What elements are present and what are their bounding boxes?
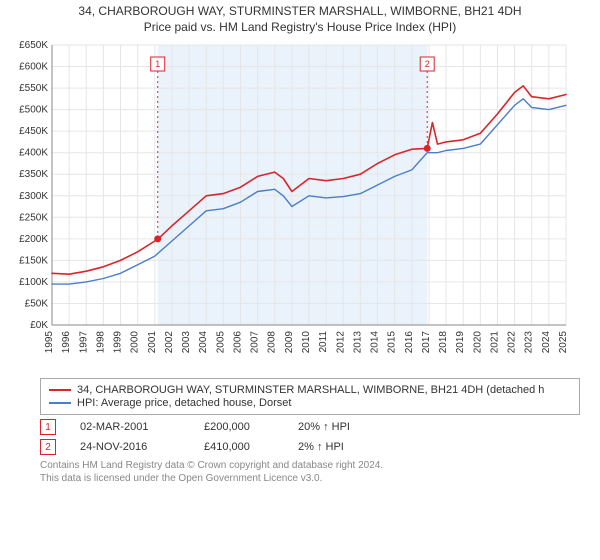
sale-delta: 2% ↑ HPI	[298, 441, 344, 453]
y-tick-label: £350K	[19, 169, 48, 180]
line-chart-svg: £0K £50K £100K £150K £200K £250K £300K £350K £40…	[10, 39, 570, 369]
y-tick-label: £200K	[19, 234, 48, 245]
x-tick-label: 2007	[250, 331, 261, 354]
sale-delta: 20% ↑ HPI	[298, 421, 350, 433]
x-tick-label: 2001	[147, 331, 158, 354]
sale-marker-badge: 1	[151, 57, 165, 71]
legend: 34, CHARBOROUGH WAY, STURMINSTER MARSHAL…	[40, 378, 580, 415]
highlight-band	[158, 45, 428, 325]
y-tick-label: £100K	[19, 277, 48, 288]
sale-price: £200,000	[204, 421, 274, 433]
y-tick-label: £250K	[19, 212, 48, 223]
x-tick-label: 2014	[370, 331, 381, 354]
y-tick-label: £600K	[19, 62, 48, 73]
x-tick-label: 2003	[181, 331, 192, 354]
chart-area: £0K £50K £100K £150K £200K £250K £300K £350K £40…	[0, 35, 600, 372]
x-tick-label: 2017	[421, 331, 432, 354]
legend-swatch	[49, 389, 71, 391]
x-tick-label: 2018	[438, 331, 449, 354]
x-tick-label: 2005	[215, 331, 226, 354]
y-tick-label: £50K	[25, 299, 49, 310]
chart-titles: 34, CHARBOROUGH WAY, STURMINSTER MARSHAL…	[0, 0, 600, 35]
sale-rows: 1 02-MAR-2001 £200,000 20% ↑ HPI 2 24-NO…	[40, 419, 580, 455]
x-tick-label: 2000	[130, 331, 141, 354]
x-tick-label: 2022	[507, 331, 518, 354]
x-tick-label: 1996	[61, 331, 72, 354]
x-tick-label: 2008	[267, 331, 278, 354]
attribution: Contains HM Land Registry data © Crown c…	[40, 459, 580, 485]
x-tick-label: 2025	[558, 331, 569, 354]
attribution-line: Contains HM Land Registry data © Crown c…	[40, 459, 580, 472]
arrow-up-icon: ↑	[323, 421, 329, 433]
y-tick-label: £300K	[19, 191, 48, 202]
sale-date: 02-MAR-2001	[80, 421, 180, 433]
x-tick-label: 2009	[284, 331, 295, 354]
sale-row: 2 24-NOV-2016 £410,000 2% ↑ HPI	[40, 439, 580, 455]
x-tick-label: 2011	[318, 331, 329, 353]
x-tick-label: 2016	[404, 331, 415, 354]
sale-marker-dot	[424, 145, 431, 152]
x-tick-label: 1997	[78, 331, 89, 354]
sale-marker-badge: 2	[420, 57, 434, 71]
sale-row: 1 02-MAR-2001 £200,000 20% ↑ HPI	[40, 419, 580, 435]
y-tick-label: £0K	[30, 320, 48, 331]
x-tick-label: 2020	[472, 331, 483, 354]
svg-text:2: 2	[425, 59, 430, 69]
x-tick-label: 2023	[524, 331, 535, 354]
legend-swatch	[49, 402, 71, 404]
sale-price: £410,000	[204, 441, 274, 453]
x-tick-label: 2013	[352, 331, 363, 354]
title-line-1: 34, CHARBOROUGH WAY, STURMINSTER MARSHAL…	[0, 4, 600, 20]
attribution-line: This data is licensed under the Open Gov…	[40, 472, 580, 485]
x-tick-label: 2019	[455, 331, 466, 354]
y-tick-label: £650K	[19, 40, 48, 51]
y-tick-label: £400K	[19, 148, 48, 159]
y-tick-label: £500K	[19, 105, 48, 116]
y-tick-label: £150K	[19, 256, 48, 267]
x-tick-label: 2010	[301, 331, 312, 354]
x-tick-label: 2006	[232, 331, 243, 354]
sale-marker-dot	[154, 236, 161, 243]
arrow-up-icon: ↑	[317, 441, 323, 453]
x-tick-label: 2012	[335, 331, 346, 354]
x-tick-label: 2004	[198, 331, 209, 354]
legend-label: 34, CHARBOROUGH WAY, STURMINSTER MARSHAL…	[77, 384, 544, 396]
y-tick-label: £550K	[19, 83, 48, 94]
legend-item: HPI: Average price, detached house, Dors…	[49, 397, 571, 409]
sale-badge: 1	[40, 419, 56, 435]
x-tick-label: 2002	[164, 331, 175, 354]
title-line-2: Price paid vs. HM Land Registry's House …	[0, 20, 600, 36]
sale-date: 24-NOV-2016	[80, 441, 180, 453]
sale-badge: 2	[40, 439, 56, 455]
y-tick-label: £450K	[19, 126, 48, 137]
x-tick-label: 1995	[44, 331, 55, 354]
x-tick-label: 1998	[95, 331, 106, 354]
x-tick-label: 2021	[489, 331, 500, 354]
x-tick-label: 2024	[541, 331, 552, 354]
legend-label: HPI: Average price, detached house, Dors…	[77, 397, 291, 409]
svg-text:1: 1	[155, 59, 160, 69]
x-tick-label: 1999	[113, 331, 124, 354]
legend-item: 34, CHARBOROUGH WAY, STURMINSTER MARSHAL…	[49, 384, 571, 396]
x-tick-label: 2015	[387, 331, 398, 354]
